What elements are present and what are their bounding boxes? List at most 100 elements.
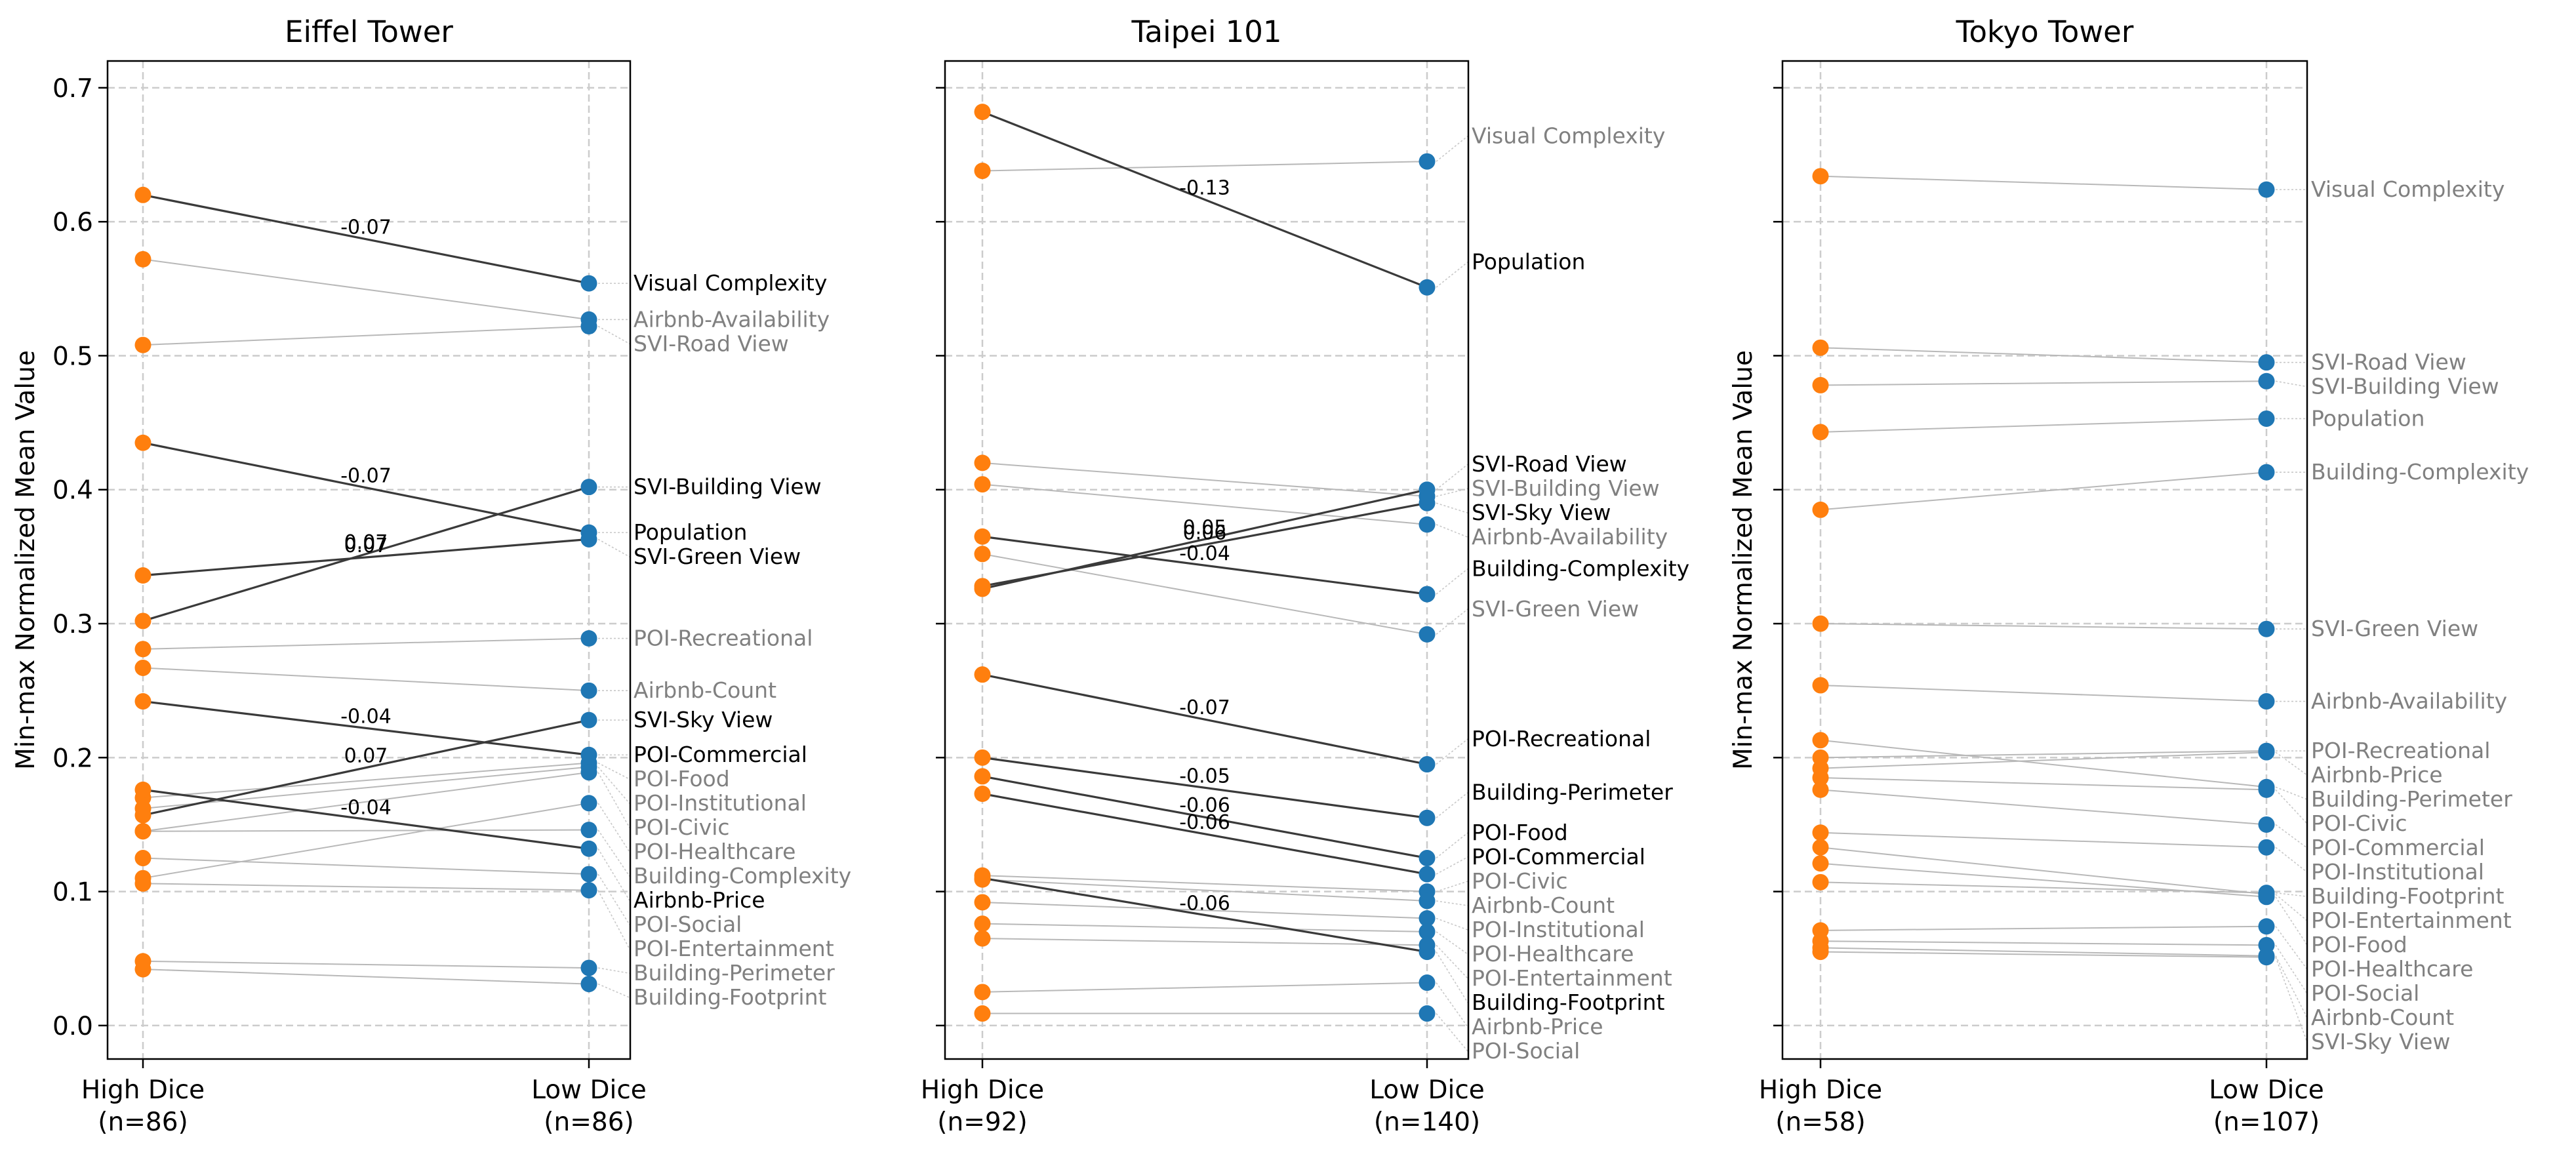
low-dice-point xyxy=(1419,910,1436,927)
diff-label: 0.06 xyxy=(1183,522,1227,545)
y-axis-label: Min-max Normalized Mean Value xyxy=(1729,350,1758,770)
series-label-airbnb-price: Airbnb-Price xyxy=(1472,1014,1603,1039)
high-dice-point xyxy=(974,1005,991,1022)
high-dice-point xyxy=(1812,339,1829,356)
series-line-building-perimeter xyxy=(1820,739,2267,788)
series-label-svi-building-view: SVI-Building View xyxy=(2311,374,2499,399)
series-label-poi-civic: POI-Civic xyxy=(1472,868,1568,894)
y-tick-label: 0.6 xyxy=(52,208,93,237)
series-line-poi-food xyxy=(982,775,1428,860)
series-label-poi-civic: POI-Civic xyxy=(2311,810,2407,836)
series-line-building-complexity xyxy=(982,535,1428,595)
high-dice-point xyxy=(974,768,991,785)
series-line-visual-complexity xyxy=(982,161,1428,172)
low-dice-point xyxy=(2258,354,2275,371)
low-dice-point xyxy=(2258,464,2275,481)
series-line-poi-healthcare xyxy=(982,923,1428,932)
panel-tokyo-tower: Min-max Normalized Mean Value High Dice (n… xyxy=(1729,14,2529,1137)
x-tick-label: Low Dice xyxy=(1369,1075,1485,1105)
diff-label: 0.07 xyxy=(344,531,388,554)
series-line-poi-civic xyxy=(142,771,590,832)
label-leader xyxy=(597,983,630,998)
series-line-airbnb-count xyxy=(982,879,1428,902)
high-dice-point xyxy=(134,800,151,817)
high-dice-point xyxy=(974,870,991,887)
series-line-population xyxy=(982,111,1428,289)
label-leader xyxy=(597,967,630,974)
series-label-building-perimeter: Building-Perimeter xyxy=(2311,786,2512,812)
chart-title: Tokyo Tower xyxy=(1956,14,2134,49)
y-tick-label: 0.2 xyxy=(52,744,93,773)
series-label-poi-healthcare: POI-Healthcare xyxy=(1472,941,1634,967)
label-leader xyxy=(597,325,630,344)
series-line-svi-building-view xyxy=(142,486,590,622)
label-leader xyxy=(2275,847,2308,873)
series-line-population xyxy=(1820,418,2267,433)
diff-label: -0.07 xyxy=(1179,696,1230,719)
series-line-poi-commercial xyxy=(142,700,590,756)
high-dice-point xyxy=(1812,855,1829,872)
series-line-poi-entertainment xyxy=(142,883,590,891)
series-label-airbnb-availability: Airbnb-Availability xyxy=(2311,689,2507,714)
high-dice-point xyxy=(1812,839,1829,856)
label-leader xyxy=(2275,955,2308,1018)
diff-label: -0.07 xyxy=(340,465,392,488)
label-leader xyxy=(1436,982,1468,1028)
low-dice-point xyxy=(580,711,597,729)
series-label-building-complexity: Building-Complexity xyxy=(634,863,851,889)
label-leader xyxy=(2275,892,2308,897)
high-dice-point xyxy=(974,930,991,947)
series-label-svi-road-view: SVI-Road View xyxy=(2311,350,2466,375)
series-label-poi-commercial: POI-Commercial xyxy=(1472,844,1645,870)
low-dice-point xyxy=(1419,1005,1436,1022)
series-line-airbnb-count xyxy=(142,667,590,692)
low-dice-point xyxy=(1419,586,1436,603)
low-dice-point xyxy=(2258,620,2275,637)
high-dice-point xyxy=(1812,944,1829,961)
x-tick-label: (n=86) xyxy=(544,1108,634,1137)
low-dice-point xyxy=(1419,892,1436,910)
diff-label: -0.04 xyxy=(1179,542,1230,565)
chart-title: Eiffel Tower xyxy=(285,14,453,49)
label-leader xyxy=(1436,502,1468,513)
series-line-poi-civic xyxy=(982,875,1428,892)
label-leader xyxy=(597,848,630,901)
series-label-population: Population xyxy=(1472,249,1585,275)
diff-label: -0.13 xyxy=(1179,176,1230,199)
high-dice-point xyxy=(974,104,991,121)
label-leader xyxy=(1436,881,1468,892)
series-label-svi-green-view: SVI-Green View xyxy=(2311,616,2478,641)
series-line-poi-social xyxy=(1820,940,2267,946)
diff-label: -0.05 xyxy=(1179,765,1230,788)
axes-frame xyxy=(1781,60,2308,1060)
series-line-visual-complexity xyxy=(1820,175,2267,191)
x-tick-label: (n=140) xyxy=(1374,1108,1480,1137)
diff-label: 0.07 xyxy=(344,745,388,768)
x-tick-label: (n=107) xyxy=(2213,1108,2320,1137)
series-label-population: Population xyxy=(634,519,747,545)
low-dice-point xyxy=(1419,866,1436,883)
low-dice-point xyxy=(580,479,597,496)
series-label-poi-institutional: POI-Institutional xyxy=(2311,859,2484,885)
series-label-svi-green-view: SVI-Green View xyxy=(1472,596,1639,622)
series-label-population: Population xyxy=(2311,405,2425,431)
label-leader xyxy=(2275,957,2308,1043)
series-label-building-complexity: Building-Complexity xyxy=(2311,459,2529,485)
series-label-airbnb-count: Airbnb-Count xyxy=(2311,1005,2454,1030)
series-label-svi-road-view: SVI-Road View xyxy=(1472,451,1627,477)
low-dice-point xyxy=(1419,809,1436,826)
series-line-airbnb-price xyxy=(982,982,1428,993)
high-dice-point xyxy=(1812,168,1829,185)
series-label-poi-commercial: POI-Commercial xyxy=(2311,835,2485,860)
label-leader xyxy=(2275,944,2308,994)
high-dice-point xyxy=(1812,732,1829,749)
label-leader xyxy=(2275,751,2308,776)
label-leader xyxy=(597,538,630,557)
x-tick-label: Low Dice xyxy=(2209,1075,2324,1105)
high-dice-point xyxy=(134,823,151,840)
low-dice-point xyxy=(2258,693,2275,710)
label-leader xyxy=(1436,524,1468,538)
series-label-poi-healthcare: POI-Healthcare xyxy=(2311,956,2473,982)
series-label-poi-social: POI-Social xyxy=(634,911,742,937)
